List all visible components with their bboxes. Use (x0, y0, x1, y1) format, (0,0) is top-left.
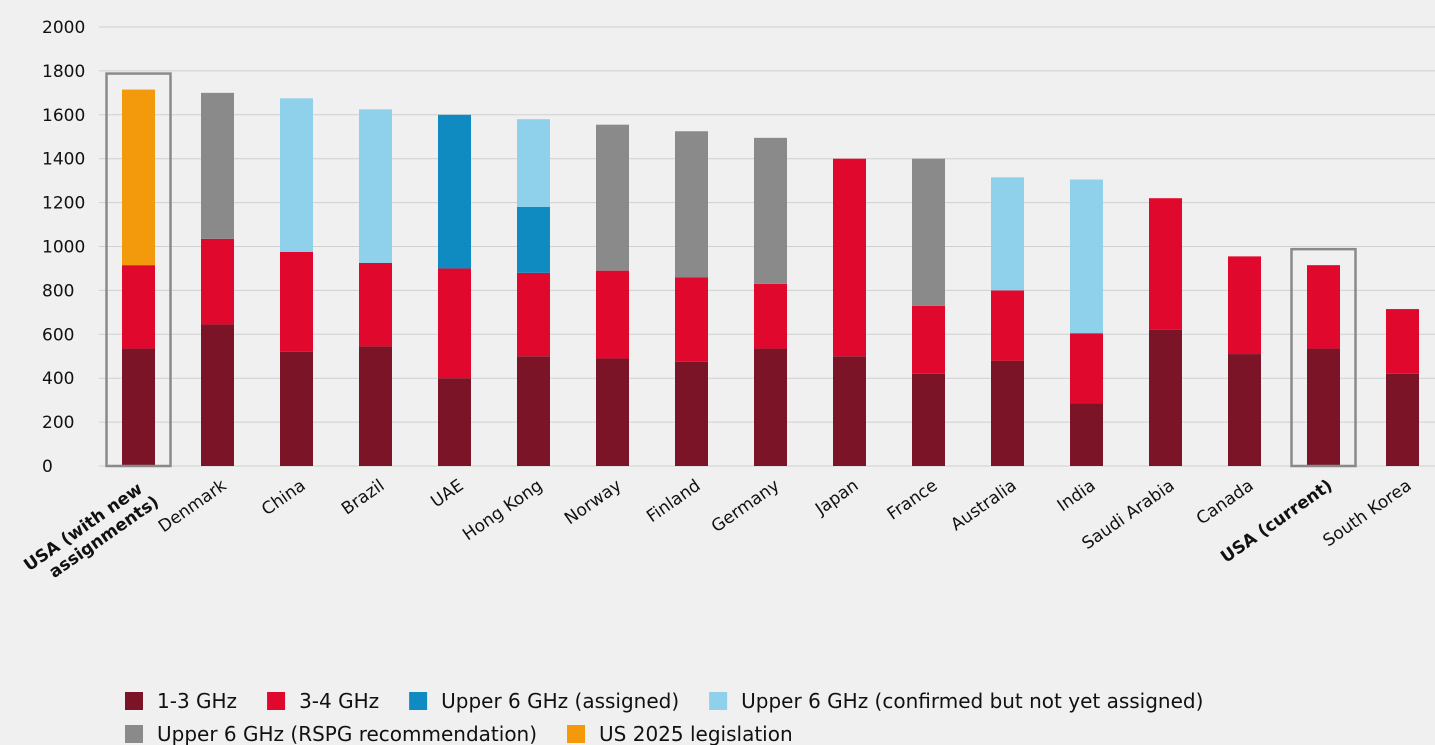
legend-swatch (125, 692, 143, 710)
bar-segment (280, 98, 313, 252)
x-tick-label: Finland (643, 476, 704, 527)
x-tick-label: USA (with new assignments) (20, 476, 162, 592)
bar-segment (991, 177, 1024, 291)
x-tick-label: Germany (708, 476, 783, 537)
bar-segment (280, 251, 313, 352)
x-tick-label: Japan (811, 476, 862, 520)
bar-segment (833, 158, 866, 357)
bar-segment (1070, 333, 1103, 404)
bar-segment (675, 277, 708, 362)
x-tick-label: Norway (561, 476, 625, 529)
x-tick-label: Denmark (155, 476, 231, 537)
bar-segment (596, 270, 629, 359)
bar-segment (1386, 373, 1419, 466)
bar-segment (122, 265, 155, 349)
legend-swatch (125, 725, 143, 743)
bar-segment (122, 348, 155, 466)
y-tick-label: 1600 (42, 106, 85, 126)
bar-segment (517, 272, 550, 357)
bar-segment (1149, 198, 1182, 330)
bar-segment (596, 124, 629, 271)
bar-segment (122, 89, 155, 266)
bar-segment (754, 283, 787, 349)
x-tick-label: China (258, 476, 309, 520)
bar-segment (912, 373, 945, 466)
bar-segment (517, 119, 550, 207)
bar-segment (201, 324, 234, 466)
highlight-box (1290, 247, 1357, 468)
x-tick-label: Canada (1193, 476, 1257, 529)
y-tick-label: 600 (42, 325, 74, 345)
x-tick-label: France (884, 476, 942, 525)
legend-label: Upper 6 GHz (RSPG recommendation) (157, 722, 537, 745)
bar-segment (201, 92, 234, 239)
legend-swatch (567, 725, 586, 743)
legend-label: Upper 6 GHz (assigned) (441, 689, 679, 713)
legend-swatch (409, 692, 428, 710)
bar-segment (1307, 348, 1340, 466)
bar-segment (1228, 354, 1261, 466)
bar-segment (596, 358, 629, 466)
x-tick-label: UAE (427, 476, 467, 512)
bar-segment (675, 131, 708, 278)
bar-segment (675, 361, 708, 466)
bar-segment (517, 356, 550, 466)
bar-segment (359, 262, 392, 347)
bar-segment (438, 268, 471, 379)
x-tick-label: India (1054, 476, 1100, 516)
x-tick-label: Hong Kong (459, 476, 546, 545)
legend-label: 3-4 GHz (299, 689, 379, 713)
bar-segment (517, 206, 550, 273)
bar-segment (912, 158, 945, 306)
bar-segment (359, 109, 392, 263)
bar-segment (438, 378, 471, 466)
highlight-box (105, 72, 172, 468)
y-tick-label: 1000 (42, 238, 85, 258)
bar-segment (359, 346, 392, 466)
bar-segment (1149, 329, 1182, 466)
bar-segment (1307, 265, 1340, 349)
y-tick-label: 200 (42, 413, 74, 433)
bar-segment (754, 348, 787, 466)
bar-segment (833, 356, 866, 466)
y-tick-label: 0 (42, 457, 53, 477)
bar-segment (1070, 403, 1103, 466)
bar-segment (912, 305, 945, 374)
y-tick-label: 2000 (42, 18, 85, 38)
y-tick-label: 400 (42, 369, 74, 389)
bar-segment (438, 114, 471, 269)
legend-swatch (267, 692, 286, 710)
bar-segment (1070, 179, 1103, 334)
legend-label: Upper 6 GHz (confirmed but not yet assig… (741, 689, 1203, 713)
x-tick-label: Australia (947, 476, 1020, 536)
legend-swatch (709, 692, 728, 710)
bar-segment (1228, 256, 1261, 355)
y-tick-label: 1800 (42, 62, 85, 82)
legend-label: US 2025 legislation (599, 722, 793, 745)
y-tick-label: 800 (42, 281, 74, 301)
bar-segment (754, 137, 787, 284)
bar-segment (201, 238, 234, 325)
y-tick-label: 1400 (42, 150, 85, 170)
x-tick-label: Brazil (338, 476, 388, 520)
bar-segment (1386, 309, 1419, 374)
bar-segment (280, 351, 313, 466)
bar-segment (991, 290, 1024, 361)
legend-label: 1-3 GHz (157, 689, 237, 713)
x-tick-label: South Korea (1320, 476, 1416, 551)
bar-segment (991, 360, 1024, 466)
y-tick-label: 1200 (42, 194, 85, 214)
